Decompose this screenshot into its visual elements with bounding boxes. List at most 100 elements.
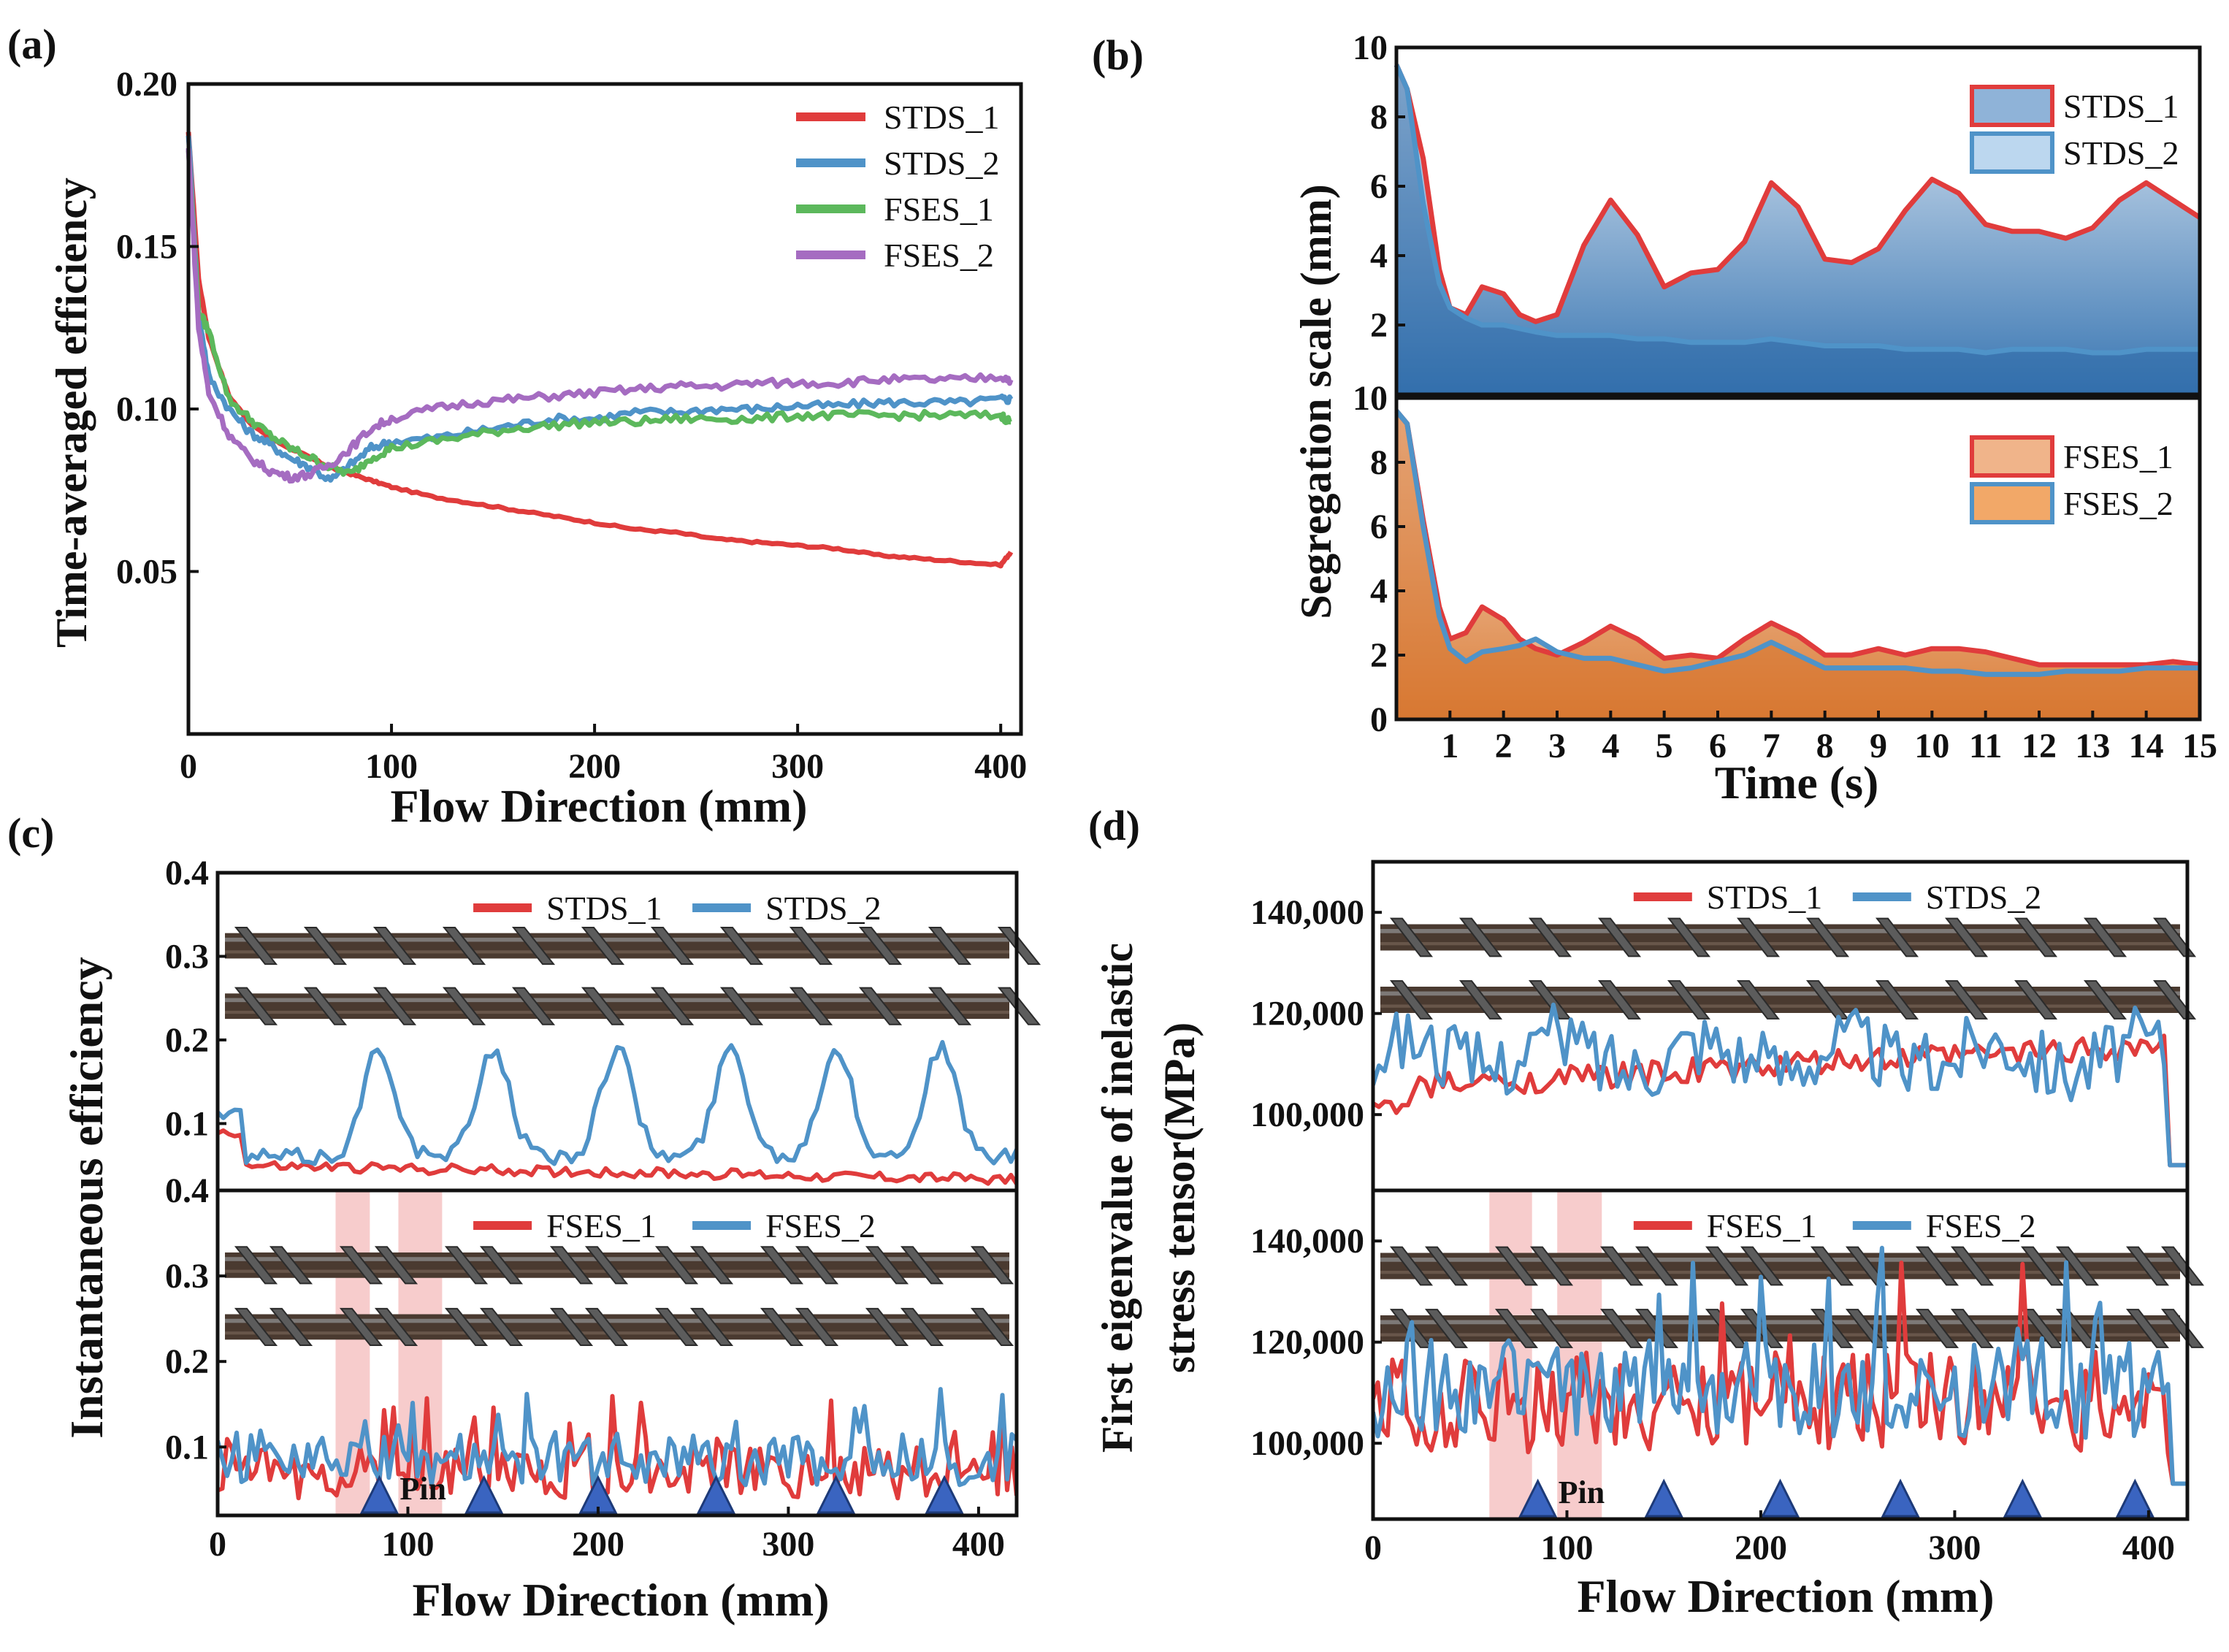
c-top-screw-1-flight bbox=[442, 926, 486, 965]
d-bottom-screw-2-shaft-lower bbox=[1380, 1333, 2180, 1336]
d-bottom-screw-1-flight bbox=[2160, 1246, 2205, 1286]
c-pin-label: Pin bbox=[399, 1471, 446, 1507]
b-xtick-label: 1 bbox=[1441, 727, 1458, 765]
c-bottom-screw-2-flight bbox=[689, 1307, 734, 1346]
d-xlabel: Flow Direction (mm) bbox=[1577, 1570, 1994, 1622]
d-bottom-screw-1-flight bbox=[2055, 1246, 2100, 1286]
c-top-legend-label-2: STDS_2 bbox=[765, 890, 881, 927]
c-bottom-ytick-label: 0.3 bbox=[165, 1257, 209, 1296]
c-bottom-screw-2-flight bbox=[374, 1307, 418, 1346]
d-top-screw-2-flight bbox=[1944, 980, 1989, 1020]
d-top-ytick-label: 120,000 bbox=[1250, 995, 1364, 1033]
d-top-screw-1-shaft-highlight bbox=[1380, 928, 2180, 933]
d-top-screw-2-shaft bbox=[1380, 987, 2180, 1013]
c-bottom-screw-1-flight bbox=[795, 1246, 839, 1285]
b-top-ytick-label: 2 bbox=[1370, 306, 1388, 345]
d-bottom-screw-1-flight bbox=[1529, 1246, 1574, 1286]
c-bottom-legend-label-2: FSES_2 bbox=[765, 1207, 876, 1244]
d-top-ytick-label: 100,000 bbox=[1250, 1095, 1364, 1134]
d-top-screw-2-shaft-lower bbox=[1380, 1004, 2180, 1008]
a-legend-label-fses_1: FSES_1 bbox=[884, 191, 994, 228]
c-bottom-screw-2-flight bbox=[444, 1307, 489, 1346]
d-pin-marker bbox=[1644, 1478, 1683, 1518]
d-bottom-screw-2-flight bbox=[1494, 1309, 1539, 1348]
b-top-area-stds_2 bbox=[1396, 64, 2200, 395]
c-top-legend-label-1: STDS_1 bbox=[546, 890, 662, 927]
d-top-screw-1-flight bbox=[1875, 917, 1919, 957]
d-bottom-screw-1-flight bbox=[1950, 1246, 1995, 1286]
c-bottom-screw-2-flight bbox=[584, 1307, 629, 1346]
a-xtick-label: 400 bbox=[974, 747, 1027, 786]
b-bottom-legend-swatch-fses_2 bbox=[1970, 482, 2054, 524]
d-bottom-screw-1-flight bbox=[1845, 1246, 1889, 1286]
d-top-screw-2-flight bbox=[2152, 980, 2197, 1020]
b-xtick-label: 7 bbox=[1762, 727, 1780, 765]
c-top-screw-2-shaft-highlight bbox=[225, 998, 1009, 1003]
a-ytick-label: 0.15 bbox=[116, 228, 177, 267]
c-top-ytick-label: 0.1 bbox=[165, 1104, 209, 1143]
c-pin-marker bbox=[817, 1475, 855, 1514]
d-bottom-screw-2-flight bbox=[1915, 1309, 1960, 1348]
d-top-screw-1-flight bbox=[1944, 917, 1989, 957]
b-bottom-ytick-label: 0 bbox=[1370, 700, 1388, 739]
d-xtick-label: 200 bbox=[1735, 1529, 1787, 1567]
panel-tag-c: (c) bbox=[7, 809, 54, 857]
b-ylabel: Segregation scale (mm) bbox=[1292, 184, 1340, 619]
c-bottom-screw-1-flight bbox=[760, 1246, 804, 1285]
c-ylabel: Instantaneous efficiency bbox=[61, 957, 112, 1439]
c-xtick-label: 300 bbox=[762, 1525, 814, 1564]
d-top-screw-1-flight bbox=[1667, 917, 1711, 957]
b-top-line-stds_1 bbox=[1393, 64, 2201, 324]
c-bottom-screw-2-flight bbox=[760, 1307, 804, 1346]
d-bottom-screw-2-flight bbox=[1950, 1309, 1995, 1348]
b-top-ytick-label: 4 bbox=[1370, 237, 1388, 275]
d-top-screw-1-flight bbox=[1528, 917, 1572, 957]
c-xlabel: Flow Direction (mm) bbox=[412, 1574, 829, 1626]
b-xtick-label: 2 bbox=[1495, 727, 1513, 765]
d-bottom-screw-1-flight bbox=[1389, 1246, 1434, 1286]
d-top-legend-label-2: STDS_2 bbox=[1926, 879, 2041, 916]
b-xtick-label: 13 bbox=[2075, 727, 2110, 765]
c-top-screw-1-flight bbox=[581, 926, 625, 965]
d-bottom-screw-1-flight bbox=[2125, 1246, 2170, 1286]
d-top-legend-label-1: STDS_1 bbox=[1707, 879, 1822, 916]
d-top-screw-1-shaft-lower bbox=[1380, 941, 2180, 946]
c-bottom-screw-1-flight bbox=[865, 1246, 909, 1285]
b-xlabel: Time (s) bbox=[1715, 757, 1879, 808]
d-bottom-ytick-label: 120,000 bbox=[1250, 1323, 1364, 1362]
a-xtick-label: 100 bbox=[365, 747, 418, 786]
b-xtick-label: 15 bbox=[2182, 727, 2217, 765]
d-bottom-screw-2-flight bbox=[1599, 1309, 1644, 1348]
b-xtick-label: 11 bbox=[1969, 727, 2002, 765]
c-top-screw-2-flight bbox=[581, 987, 625, 1025]
b-bottom-ytick-label: 8 bbox=[1370, 443, 1388, 482]
c-pin-marker bbox=[925, 1475, 964, 1514]
c-bottom-frame bbox=[215, 1188, 1019, 1518]
d-top-screw-1-flight bbox=[2152, 917, 2197, 957]
b-top-legend-swatch-stds_2 bbox=[1970, 131, 2054, 174]
b-top-ytick-label: 8 bbox=[1370, 98, 1388, 137]
d-pin-marker bbox=[2115, 1478, 2155, 1518]
c-series-line-stds_2 bbox=[218, 1040, 1017, 1166]
d-top-ytick-label: 140,000 bbox=[1250, 893, 1364, 932]
a-ylabel: Time-averaged efficiency bbox=[47, 177, 96, 648]
d-top-screw-2-flight bbox=[2083, 980, 2127, 1020]
c-top-screw-2-flight bbox=[372, 987, 417, 1025]
c-bottom-screw-2-flight bbox=[970, 1307, 1014, 1346]
c-top-screw-2-flight bbox=[789, 987, 833, 1025]
d-xtick-label: 100 bbox=[1540, 1529, 1593, 1567]
c-top-screw-2-flight bbox=[997, 987, 1041, 1025]
c-top-screw-2-flight bbox=[442, 987, 486, 1025]
b-bottom-legend-label-fses_1: FSES_1 bbox=[2063, 438, 2173, 475]
c-bottom-screw-2-flight bbox=[339, 1307, 383, 1346]
c-top-ytick-label: 0.3 bbox=[165, 937, 209, 976]
a-xtick-label: 200 bbox=[568, 747, 621, 786]
c-top-screw-2-flight bbox=[511, 987, 556, 1025]
d-top-screw-1-flight bbox=[1805, 917, 1850, 957]
c-bottom-screw-1-flight bbox=[339, 1246, 383, 1285]
d-pin-marker bbox=[1881, 1478, 1920, 1518]
c-top-ytick-label: 0.4 bbox=[165, 854, 209, 892]
d-series-line-stds_1 bbox=[1373, 1033, 2187, 1168]
b-xtick-label: 4 bbox=[1602, 727, 1619, 765]
d-highlight-band bbox=[1489, 1190, 1532, 1519]
